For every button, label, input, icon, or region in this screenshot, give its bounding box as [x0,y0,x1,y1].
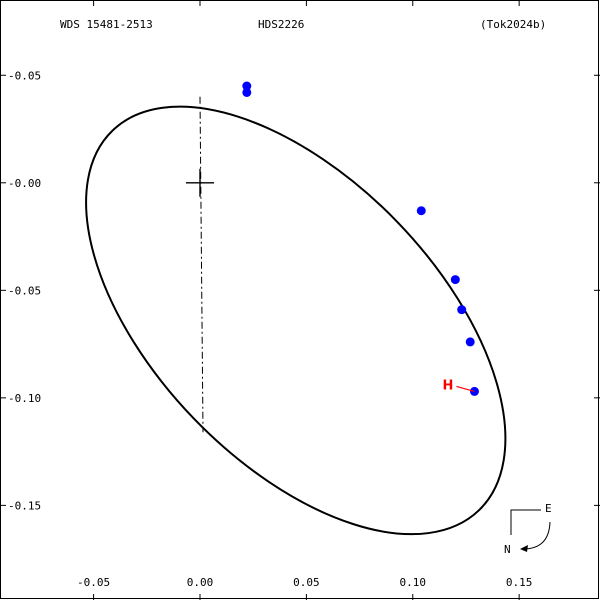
y-tick-label: -0.15 [8,499,41,512]
observation-point [242,81,252,91]
y-tick-label: -0.10 [8,392,41,405]
compass-frame [510,509,541,535]
x-axis: -0.05 0.00 0.05 0.10 0.15 [77,0,532,600]
observation-point [465,337,475,347]
header-wds-id: WDS 15481-2513 [60,18,153,31]
y-axis: -0.05 -0.00 -0.05 -0.10 -0.15 [0,69,600,512]
orbit-ellipse [85,105,507,536]
x-tick-label: 0.05 [293,576,320,589]
header-reference: (Tok2024b) [480,18,546,31]
observation-point [457,305,467,315]
observation-points [242,81,479,396]
compass: E N [504,502,552,556]
compass-east-label: E [545,502,552,515]
y-tick-label: -0.05 [8,284,41,297]
observation-point [242,87,252,97]
observation-point [416,206,426,216]
highlight-annotation: H [442,378,475,393]
x-tick-label: 0.10 [400,576,427,589]
highlight-connector [456,385,475,392]
observation-point [450,275,460,285]
primary-star-marker [186,168,214,197]
y-tick-label: -0.00 [8,177,41,190]
line-of-nodes [199,96,204,433]
compass-north-label: N [504,543,511,556]
y-tick-label: -0.05 [8,69,41,82]
x-tick-label: 0.00 [187,576,214,589]
header-discoverer: HDS2226 [258,18,304,31]
x-tick-label: -0.05 [77,576,110,589]
x-tick-label: 0.15 [506,576,533,589]
highlight-label: H [442,378,453,393]
compass-arc [520,521,551,550]
compass-arrowhead [520,545,528,552]
